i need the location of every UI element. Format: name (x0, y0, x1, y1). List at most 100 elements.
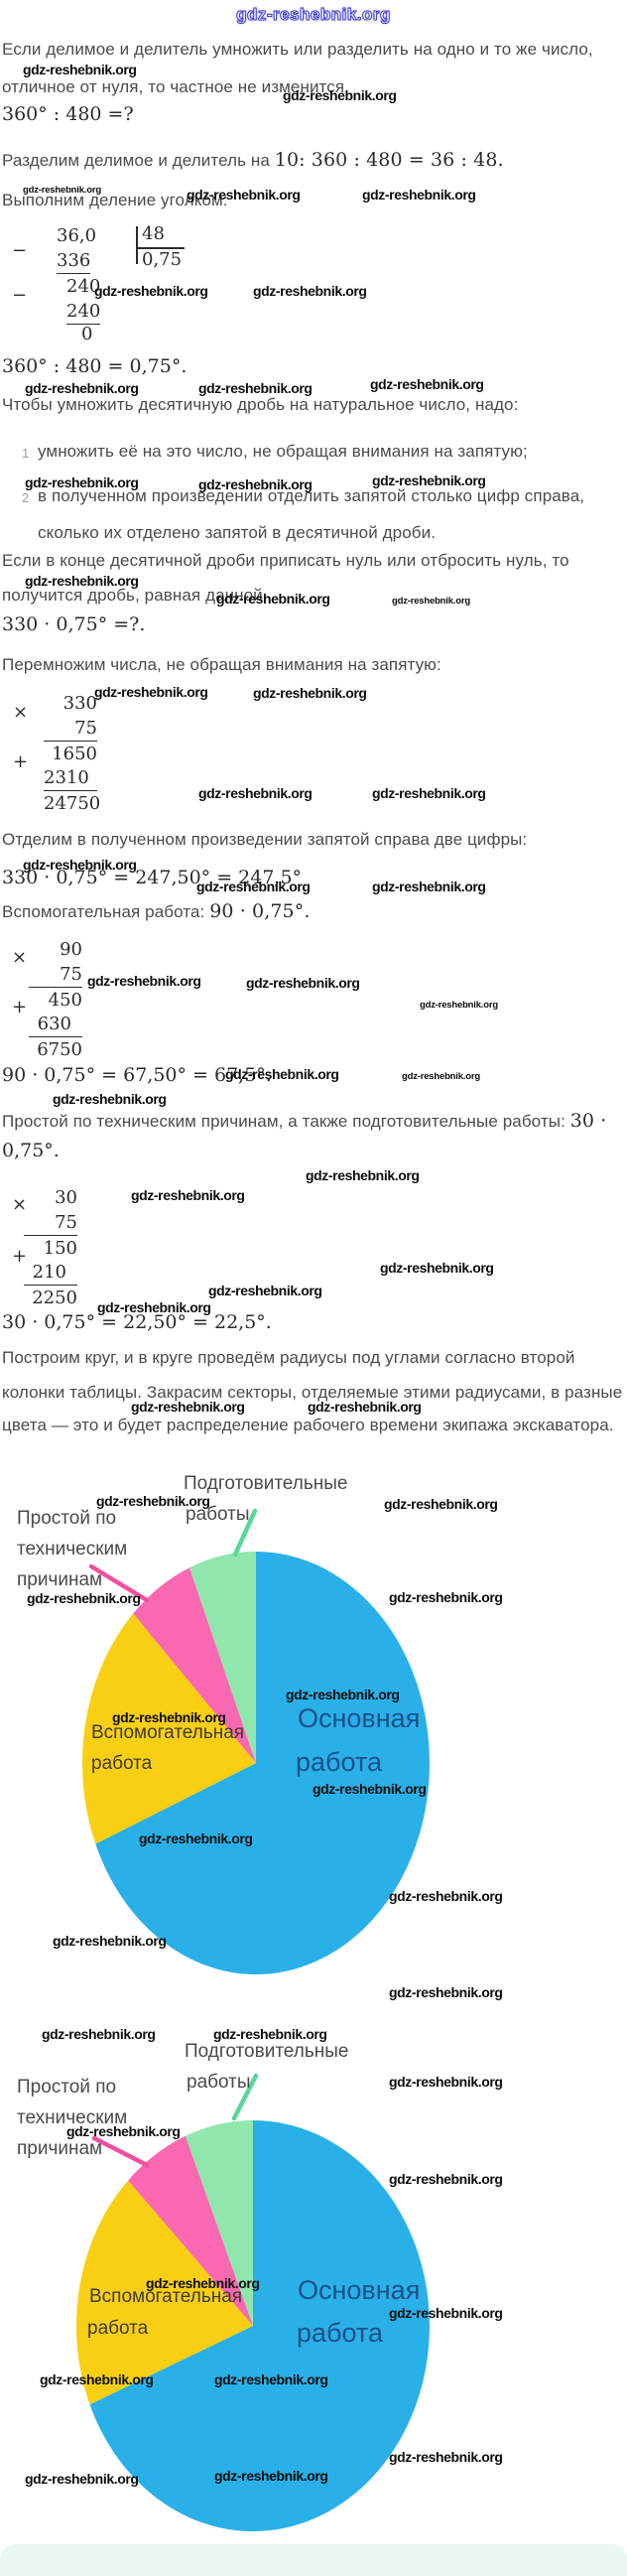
watermark: gdz-reshebnik.org (25, 380, 139, 396)
mult-product: 24750 (44, 790, 100, 815)
mult-factor-2: 75 (55, 1212, 77, 1233)
watermark: gdz-reshebnik.org (389, 1888, 503, 1904)
watermark: gdz-reshebnik.org (25, 573, 139, 589)
rule-zero-line2: получится дробь, равная данной. (2, 586, 268, 605)
mult1-times-sign: × (13, 702, 29, 723)
math-result-225: 30 · 0,75° = 22,50° = 22,5°. (2, 1311, 272, 1333)
watermark: gdz-reshebnik.org (216, 591, 330, 607)
watermark: gdz-reshebnik.org (384, 1496, 498, 1512)
watermark: gdz-reshebnik.org (306, 1167, 420, 1183)
watermark: gdz-reshebnik.org (94, 283, 208, 299)
watermark: gdz-reshebnik.org (131, 1187, 245, 1203)
watermark: gdz-reshebnik.org (25, 475, 139, 490)
math-result-675: 90 · 0,75° = 67,50° = 67,5°. (2, 1064, 272, 1086)
paragraph-separate-digits: Отделим в полученном произведении запято… (2, 830, 528, 849)
paragraph-long-division: Выполним деление уголком: (2, 191, 228, 209)
watermark: gdz-reshebnik.org (389, 2449, 503, 2465)
watermark: gdz-reshebnik.org (23, 857, 137, 873)
watermark: gdz-reshebnik.org (87, 973, 201, 989)
pie1-label: техническим (17, 1539, 128, 1559)
mult-factor-2: 75 (74, 718, 97, 739)
watermark: gdz-reshebnik.org (370, 376, 484, 392)
pie1-label: работа (91, 1753, 153, 1774)
math-result-2475: 330 · 0,75° = 247,50° = 247,5° (2, 867, 303, 888)
paragraph-auxiliary-work: Вспомогательная работа: 90 · 0,75°. (2, 900, 310, 922)
watermark: gdz-reshebnik.org (420, 1000, 498, 1011)
watermark: gdz-reshebnik.org (389, 2074, 503, 2090)
mult2-plus-sign: + (12, 997, 28, 1017)
watermark: gdz-reshebnik.org (131, 1399, 245, 1415)
watermark: gdz-reshebnik.org (372, 785, 486, 801)
watermark: gdz-reshebnik.org (362, 187, 476, 203)
pie1-label: работы (186, 1504, 250, 1525)
mult3-times-sign: × (12, 1194, 28, 1215)
paragraph-text: Простой по техническим причинам, а также… (2, 1112, 565, 1131)
pie1-label: Простой по (17, 1508, 117, 1529)
paragraph-math: 30 · (569, 1110, 607, 1132)
watermark: gdz-reshebnik.org (23, 62, 137, 77)
watermark: gdz-reshebnik.org (253, 685, 367, 701)
mult-partial-2: 2310 (44, 767, 89, 788)
pie2-label: Простой по (17, 2077, 117, 2098)
rule-zero-line1: Если в конце десятичной дроби приписать … (2, 551, 569, 570)
watermark: gdz-reshebnik.org (66, 2123, 181, 2139)
mult-partial-2: 210 (32, 1262, 66, 1283)
watermark: gdz-reshebnik.org (198, 785, 313, 801)
footer-band (0, 2544, 627, 2576)
list-item-2-number: 2 (22, 490, 30, 505)
mult2-times-sign: × (12, 947, 28, 968)
multiplication-90x75: 90 75 450 630 6750 (29, 937, 82, 1061)
mult-product: 6750 (29, 1036, 82, 1061)
mult-factor-1: 30 (55, 1187, 77, 1208)
watermark: gdz-reshebnik.org (96, 1493, 210, 1509)
pie2-label: Подготовительные (185, 2041, 349, 2062)
watermark: gdz-reshebnik.org (372, 473, 486, 488)
mult1-plus-sign: + (13, 751, 29, 772)
pie2-label: Основная (298, 2275, 421, 2305)
paragraph-math: 10: 360 : 480 = 36 : 48. (274, 149, 504, 171)
rule-division-line2: отличное от нуля, то частное не изменитс… (2, 77, 349, 96)
pie1-label: Вспомогательная (91, 1722, 245, 1743)
watermark: gdz-reshebnik.org (187, 187, 301, 203)
math-075-continuation: 0,75°. (2, 1140, 60, 1161)
math-360-div-480-question: 360° : 480 =? (2, 103, 134, 125)
multiplication-330x75: 330 75 1650 2310 24750 (44, 691, 100, 815)
paragraph-circle-line3: цвета — это и будет распределение рабоче… (2, 1416, 614, 1434)
watermark: gdz-reshebnik.org (389, 2305, 503, 2321)
mult-factor-1: 330 (63, 693, 97, 714)
list-item-2-line1: в полученном произведении отделить запят… (38, 486, 585, 505)
watermark: gdz-reshebnik.org (40, 2372, 154, 2387)
rule-multiply-decimal: Чтобы умножить десятичную дробь на натур… (2, 395, 519, 414)
watermark: gdz-reshebnik.org (196, 879, 311, 894)
mult3-plus-sign: + (12, 1246, 28, 1267)
site-logo: gdz-reshebnik.org (236, 5, 391, 25)
division-term-2: 240 (66, 276, 101, 297)
watermark: gdz-reshebnik.org (25, 2471, 139, 2487)
pie1-label: работа (296, 1747, 382, 1777)
pie2-label: работы (187, 2072, 251, 2093)
watermark: gdz-reshebnik.org (389, 1984, 503, 2000)
paragraph-circle-line2: колонки таблицы. Закрасим секторы, отдел… (2, 1383, 623, 1402)
division-subtrahend-2: 240 (66, 301, 101, 325)
watermark: gdz-reshebnik.org (94, 684, 208, 700)
watermark: gdz-reshebnik.org (308, 1399, 422, 1415)
division-divisor: 48 (142, 223, 165, 244)
watermark: gdz-reshebnik.org (198, 476, 313, 492)
paragraph-multiply: Перемножим числа, не обращая внимания на… (2, 655, 441, 674)
multiplication-30x75: 30 75 150 210 2250 (24, 1185, 77, 1309)
watermark: gdz-reshebnik.org (27, 1590, 141, 1606)
watermark: gdz-reshebnik.org (253, 283, 367, 299)
pie2-label: работа (297, 2318, 383, 2348)
division-minus-2: − (12, 285, 28, 306)
watermark: gdz-reshebnik.org (214, 2372, 328, 2387)
watermark: gdz-reshebnik.org (389, 1589, 503, 1605)
paragraph-downtime: Простой по техническим причинам, а также… (2, 1110, 606, 1132)
watermark: gdz-reshebnik.org (214, 2468, 328, 2484)
watermark: gdz-reshebnik.org (97, 1299, 211, 1315)
division-minus-1: − (12, 240, 28, 261)
math-330-times-question: 330 · 0,75° =?. (2, 613, 146, 635)
division-minuend: 36,0 (57, 225, 97, 246)
watermark: gdz-reshebnik.org (23, 185, 101, 196)
watermark: gdz-reshebnik.org (112, 1709, 226, 1725)
